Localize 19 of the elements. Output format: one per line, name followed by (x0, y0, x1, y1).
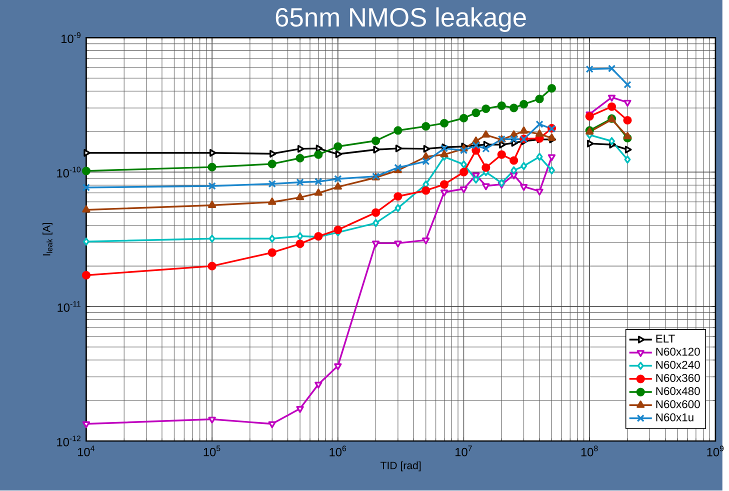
x-tick-label: 10$^{8}$ (581, 446, 598, 457)
x-tick-label: 10$^{7}$ (456, 446, 472, 457)
legend-label: N60x240 (656, 361, 700, 370)
x-axis-title: TID [rad] (380, 462, 421, 472)
x-tick-label: 10$^{5}$ (204, 446, 220, 457)
y-tick-label: 10$^{-10}$ (57, 167, 81, 178)
y-tick-label: 10$^{-11}$ (58, 301, 80, 312)
legend-label: N60x480 (656, 387, 700, 396)
legend-label: N60x120 (656, 348, 700, 356)
legend-label: N60x360 (656, 374, 700, 382)
legend-label: ELT (656, 334, 675, 343)
y-tick-label: 10$^{-9}$ (62, 32, 81, 44)
y-tick-label: 10$^{-12}$ (57, 436, 80, 447)
y-axis-title: I$_{leak}$ [A] (42, 223, 52, 256)
legend-label: N60x600 (656, 400, 700, 408)
x-tick-label: 10$^{6}$ (330, 446, 346, 457)
legend-label: N60x1u (656, 414, 694, 422)
chart-title: 65nm NMOS leakage (276, 8, 526, 32)
x-tick-label: 10$^{4}$ (78, 446, 94, 457)
